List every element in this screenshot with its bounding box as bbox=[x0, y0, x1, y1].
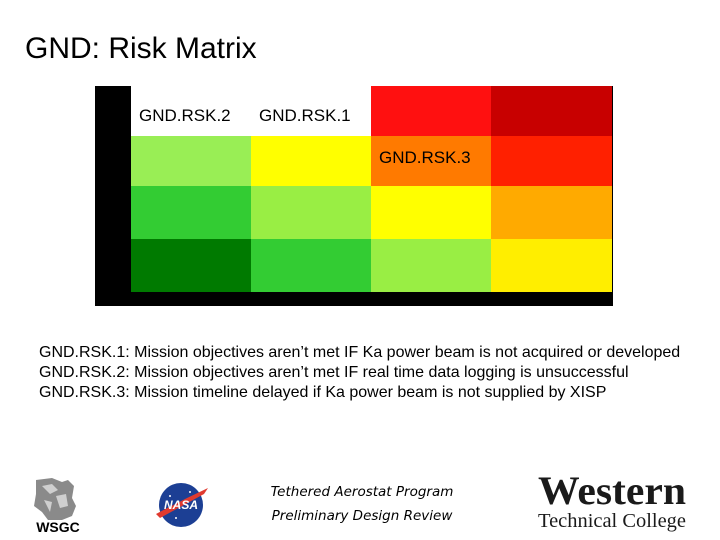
nasa-swoosh bbox=[156, 488, 208, 518]
wsgc-logo: WSGC bbox=[34, 478, 80, 535]
western-logo-text: Western bbox=[538, 468, 686, 513]
risk-label: GND.RSK.2 bbox=[139, 106, 231, 125]
footer-line-1: Tethered Aerostat Program bbox=[270, 484, 454, 500]
nasa-logo: NASA bbox=[156, 483, 208, 527]
wsgc-logo-text: WSGC bbox=[36, 519, 80, 535]
slide-title: GND: Risk Matrix bbox=[25, 32, 257, 65]
risk-label: GND.RSK.1 bbox=[259, 106, 351, 125]
risk-cell-r4-c4 bbox=[491, 239, 612, 292]
risk-cell-r4-c1 bbox=[131, 239, 251, 292]
risk-cell-r2-c3: GND.RSK.3 bbox=[371, 136, 491, 186]
risk-cell-r1-c3 bbox=[371, 86, 491, 136]
risk-cell-r1-c1: GND.RSK.2 bbox=[131, 86, 251, 136]
risk-cell-r2-c1 bbox=[131, 136, 251, 186]
risk-description-3: GND.RSK.3: Mission timeline delayed if K… bbox=[39, 384, 607, 401]
x-axis-label: Possibility bbox=[154, 295, 194, 305]
risk-description-2: GND.RSK.2: Mission objectives aren’t met… bbox=[39, 364, 629, 381]
footer-text: Tethered Aerostat Program Preliminary De… bbox=[252, 480, 472, 528]
risk-cell-r1-c2: GND.RSK.1 bbox=[251, 86, 371, 136]
western-technical-college-logo: Western Technical College bbox=[538, 468, 686, 532]
y-axis-label: Consequence bbox=[104, 203, 113, 248]
risk-label: GND.RSK.3 bbox=[379, 148, 471, 167]
risk-cell-r1-c4 bbox=[491, 86, 612, 136]
risk-cell-r4-c3 bbox=[371, 239, 491, 292]
footer-line-2: Preliminary Design Review bbox=[271, 508, 453, 524]
wisconsin-shape bbox=[34, 478, 76, 520]
technical-college-logo-text: Technical College bbox=[538, 510, 686, 532]
risk-cell-r3-c4 bbox=[491, 186, 612, 239]
risk-cell-r4-c2 bbox=[251, 239, 371, 292]
risk-description-1: GND.RSK.1: Mission objectives aren’t met… bbox=[39, 344, 681, 361]
risk-cell-r2-c4 bbox=[491, 136, 612, 186]
risk-cell-r3-c3 bbox=[371, 186, 491, 239]
risk-cell-r3-c1 bbox=[131, 186, 251, 239]
risk-cell-r2-c2 bbox=[251, 136, 371, 186]
risk-cell-r3-c2 bbox=[251, 186, 371, 239]
wisconsin-highlight bbox=[42, 484, 68, 512]
nasa-logo-text: NASA bbox=[164, 498, 198, 512]
risk-descriptions: GND.RSK.1: Mission objectives aren’t met… bbox=[39, 343, 689, 403]
risk-matrix-grid: GND.RSK.2 GND.RSK.1 GND.RSK.3 bbox=[131, 86, 612, 292]
